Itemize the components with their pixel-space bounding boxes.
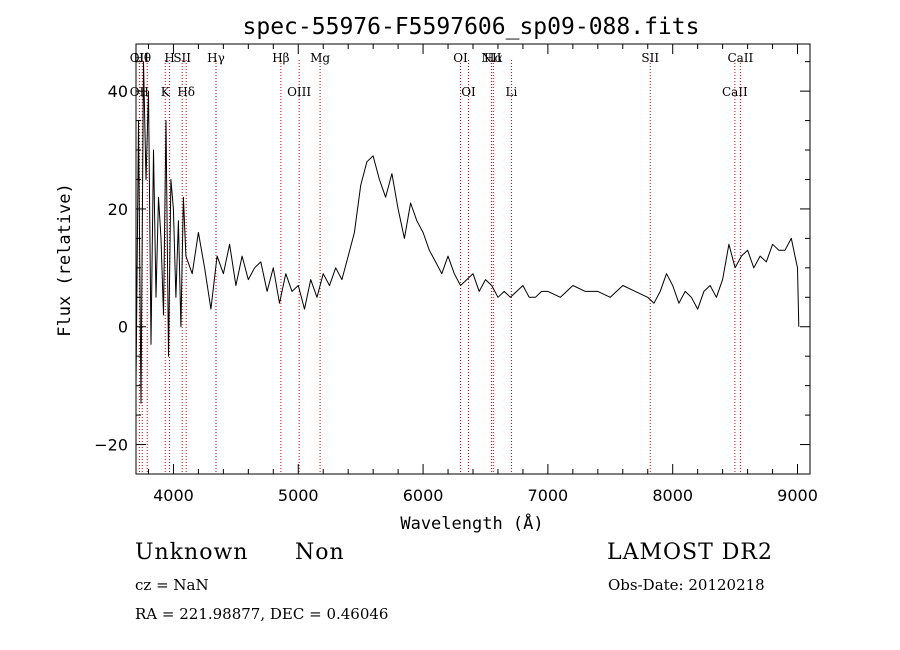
series-layer <box>135 61 800 404</box>
survey-name: LAMOST DR2 <box>607 540 773 565</box>
object-class: Unknown <box>135 540 249 565</box>
coordinates: RA = 221.98877, DEC = 0.46046 <box>135 605 389 623</box>
x-tick-label: 4000 <box>153 486 194 505</box>
x-axis-label: Wavelength (Å) <box>400 512 543 534</box>
spectral-line-label: OI <box>461 85 476 99</box>
spectral-line-label: Hδ <box>177 85 195 99</box>
obs-date: Obs-Date: 20120218 <box>608 576 765 594</box>
spectral-line-label: SII <box>173 51 191 65</box>
y-tick-label: 0 <box>118 318 128 337</box>
spectral-line-label: CaII <box>727 51 753 65</box>
axis-layer: 4000 5000 6000 7000 8000 9000 −20 0 20 40 <box>94 43 818 505</box>
spectral-line-label: Li <box>506 85 518 99</box>
spectral-line-label: K <box>161 85 171 99</box>
y-tick-label: 20 <box>108 200 128 219</box>
spectrum-series <box>135 61 800 404</box>
plot-frame <box>135 43 811 475</box>
spectral-line-label: Hα <box>484 51 503 65</box>
x-tick-label: 8000 <box>652 486 693 505</box>
spectral-line-label: Hβ <box>272 51 289 65</box>
spectral-line-label: SII <box>641 51 659 65</box>
object-subclass: Non <box>295 540 345 565</box>
redshift-cz: cz = NaN <box>135 576 209 594</box>
spectral-line-label: CaII <box>722 85 748 99</box>
spectral-line-label: OII <box>130 51 150 65</box>
spectrum-plot: spec-55976-F5597606_sp09-088.fits OII OII… <box>55 14 818 534</box>
spectral-line-label: H <box>164 51 174 65</box>
x-tick-label: 6000 <box>403 486 444 505</box>
x-tick-label: 5000 <box>278 486 319 505</box>
spectral-line-label: OI <box>453 51 468 65</box>
x-tick-label: 9000 <box>777 486 818 505</box>
y-tick-label: 40 <box>108 82 128 101</box>
spectral-line-label: Mg <box>310 51 330 65</box>
spectral-line-label: OIII <box>287 85 311 99</box>
y-axis-label: Flux (relative) <box>55 183 75 337</box>
y-tick-label: −20 <box>94 436 128 455</box>
x-tick-label: 7000 <box>528 486 569 505</box>
spectral-line-label: NII <box>481 51 501 65</box>
spectral-line-label: Hγ <box>207 51 225 65</box>
chart-title: spec-55976-F5597606_sp09-088.fits <box>243 14 700 40</box>
spectral-line-label: OII <box>130 85 150 99</box>
